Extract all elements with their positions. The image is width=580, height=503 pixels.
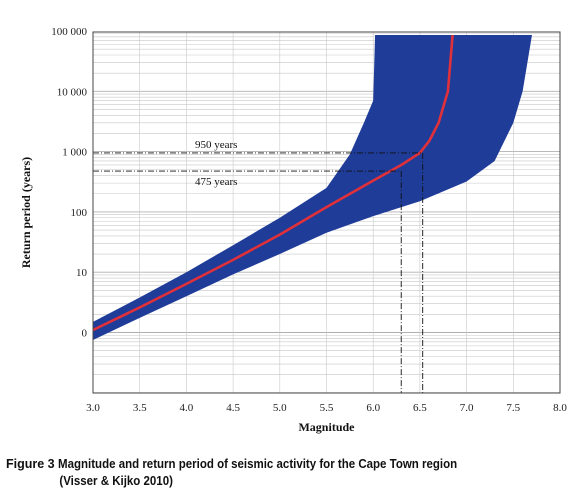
series-line [92,34,454,332]
uncertainty-band [93,35,532,341]
y-tick-label: 0 [82,328,88,340]
x-tick-label: 7.0 [460,402,474,414]
x-tick-label: 6.0 [366,402,380,414]
x-axis-title: Magnitude [298,420,355,434]
x-tick-label: 6.5 [413,402,427,414]
x-tick-label: 5.5 [320,402,334,414]
band-layer [93,35,532,341]
y-tick-label: 100 [71,207,88,219]
chart: 950 years 475 years 3.0 3.5 4.0 4.5 5.0 5.5 6.0… [19,26,568,434]
y-tick-label: 10 000 [57,86,88,98]
x-tick-label: 3.0 [86,402,100,414]
annotation-label: 950 years [195,139,237,151]
plot-frame [92,31,561,394]
x-tick-label: 3.5 [133,402,147,414]
figure-source: (Visser & Kijko 2010) [59,474,173,488]
figure-caption: Figure 3 Magnitude and return period of … [6,456,576,490]
y-tick-label: 100 000 [51,26,87,38]
x-tick-label: 8.0 [553,402,567,414]
line-layer [92,34,454,332]
figure-title: Magnitude and return period of seismic a… [58,457,458,471]
annotation-layer: 950 years 475 years [93,139,424,393]
y-tick-label: 1 000 [62,147,87,159]
x-tick-label: 4.0 [180,402,194,414]
x-tick-label: 4.5 [226,402,240,414]
chart-svg: 950 years 475 years 3.0 3.5 4.0 4.5 5.0 5.5 6.0… [19,26,568,434]
annotation-label: 475 years [195,176,237,188]
tick-layer: 3.0 3.5 4.0 4.5 5.0 5.5 6.0 6.5 7.0 7.5 8.0 100 000… [51,26,567,414]
y-axis-title: Return period (years) [19,157,33,268]
figure-label: Figure 3 [6,457,55,471]
x-tick-label: 7.5 [506,402,520,414]
y-tick-label: 10 [76,267,88,279]
x-tick-label: 5.0 [273,402,287,414]
